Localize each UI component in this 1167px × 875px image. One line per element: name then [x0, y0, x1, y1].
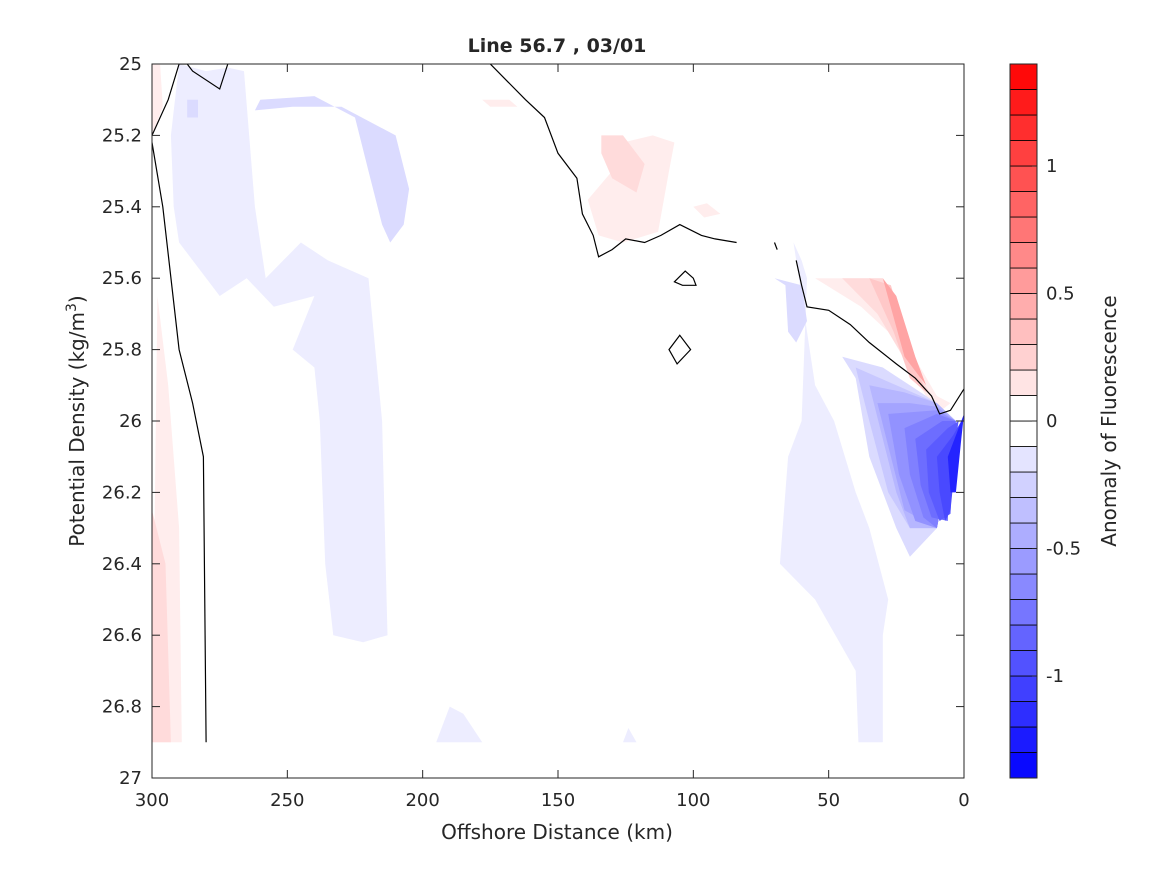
colorbar-tick-label-4: -1: [1046, 666, 1064, 687]
axes: 300 250 200 150 100 50 0 25 25.2 25.4 25.6 25.8 26 26…: [102, 54, 970, 811]
colorbar-band-25: [1009, 114, 1038, 141]
colorbar-band-1: [1009, 726, 1038, 753]
anomaly-region-15: [187, 99, 198, 118]
x-tick-label-1: 250: [270, 790, 304, 811]
colorbar-band-3: [1009, 675, 1038, 702]
y-tick-label-1: 25.2: [102, 125, 142, 146]
y-axis-label: Potential Density (kg/m3): [64, 295, 89, 546]
anomaly-region-16: [254, 96, 410, 243]
zero-contour-3: [773, 242, 778, 250]
colorbar-label: Anomaly of Fluorescence: [1097, 295, 1121, 546]
colorbar-band-10: [1009, 497, 1038, 524]
anomaly-region-0: [152, 64, 163, 136]
zero-contour-6: [668, 334, 692, 365]
anomaly-region-4: [601, 135, 645, 193]
y-tick-label-7: 26.4: [102, 554, 142, 575]
colorbar-band-12: [1009, 446, 1038, 473]
colorbar-tick-label-2: 0: [1046, 411, 1057, 432]
y-axis-label-main: Potential Density (kg/m: [65, 312, 89, 547]
colorbar-band-22: [1009, 191, 1038, 218]
colorbar-band-4: [1009, 650, 1038, 677]
y-tick-label-10: 27: [119, 768, 142, 789]
anomaly-region-6: [693, 203, 721, 218]
colorbar-band-9: [1009, 522, 1038, 549]
colorbar-band-7: [1009, 573, 1038, 600]
y-tick-label-9: 26.8: [102, 697, 142, 718]
anomaly-region-11: [170, 64, 388, 643]
colorbar-band-26: [1009, 89, 1038, 116]
colorbar: 1 0.5 0 -0.5 -1: [1009, 63, 1081, 779]
zero-contour-4: [795, 260, 964, 415]
colorbar-tick-label-0: 1: [1046, 156, 1057, 177]
colorbar-band-13: [1009, 420, 1038, 447]
y-tick-label-8: 26.6: [102, 625, 142, 646]
colorbar-band-15: [1009, 369, 1038, 396]
x-tick-label-3: 150: [541, 790, 575, 811]
colorbar-band-0: [1009, 752, 1038, 779]
colorbar-band-8: [1009, 548, 1038, 575]
y-tick-label-6: 26.2: [102, 482, 142, 503]
colorbar-band-24: [1009, 140, 1038, 167]
zero-contour-0: [152, 142, 207, 743]
x-tick-label-2: 200: [405, 790, 439, 811]
colorbar-band-5: [1009, 624, 1038, 651]
anomaly-region-2: [152, 510, 171, 743]
colorbar-tick-label-3: -0.5: [1046, 539, 1081, 560]
x-tick-label-0: 300: [135, 790, 169, 811]
y-tick-label-5: 26: [119, 411, 142, 432]
colorbar-band-14: [1009, 395, 1038, 422]
contour-plot: [152, 64, 964, 778]
colorbar-band-21: [1009, 216, 1038, 243]
zero-contour-2: [489, 64, 737, 258]
colorbar-band-2: [1009, 701, 1038, 728]
y-tick-label-0: 25: [119, 54, 142, 75]
colorbar-band-17: [1009, 318, 1038, 345]
x-tick-label-5: 50: [817, 790, 840, 811]
colorbar-band-6: [1009, 599, 1038, 626]
colorbar-band-23: [1009, 165, 1038, 192]
anomaly-region-13: [436, 706, 483, 743]
zero-contour-5: [673, 270, 697, 286]
anomaly-region-5: [482, 99, 518, 107]
colorbar-band-20: [1009, 242, 1038, 269]
colorbar-tick-label-1: 0.5: [1046, 284, 1075, 305]
y-tick-label-2: 25.4: [102, 197, 142, 218]
anomaly-region-14: [623, 728, 637, 743]
y-tick-label-4: 25.8: [102, 340, 142, 361]
y-tick-label-3: 25.6: [102, 268, 142, 289]
anomaly-region-12: [779, 242, 889, 743]
plot-background: [152, 64, 964, 778]
x-axis-label: Offshore Distance (km): [441, 820, 673, 844]
y-axis-label-sup: 3: [64, 303, 80, 312]
colorbar-band-11: [1009, 471, 1038, 498]
y-axis-label-close: ): [65, 295, 89, 303]
x-tick-label-6: 0: [958, 790, 969, 811]
x-tick-label-4: 100: [676, 790, 710, 811]
chart-title: Line 56.7 , 03/01: [468, 35, 647, 57]
colorbar-band-18: [1009, 293, 1038, 320]
colorbar-band-16: [1009, 344, 1038, 371]
anomaly-region-27: [947, 413, 964, 493]
zero-contour-1: [152, 64, 229, 136]
anomaly-region-17: [774, 278, 807, 343]
colorbar-band-19: [1009, 267, 1038, 294]
anomaly-region-10: [882, 278, 927, 386]
colorbar-band-27: [1009, 63, 1038, 90]
